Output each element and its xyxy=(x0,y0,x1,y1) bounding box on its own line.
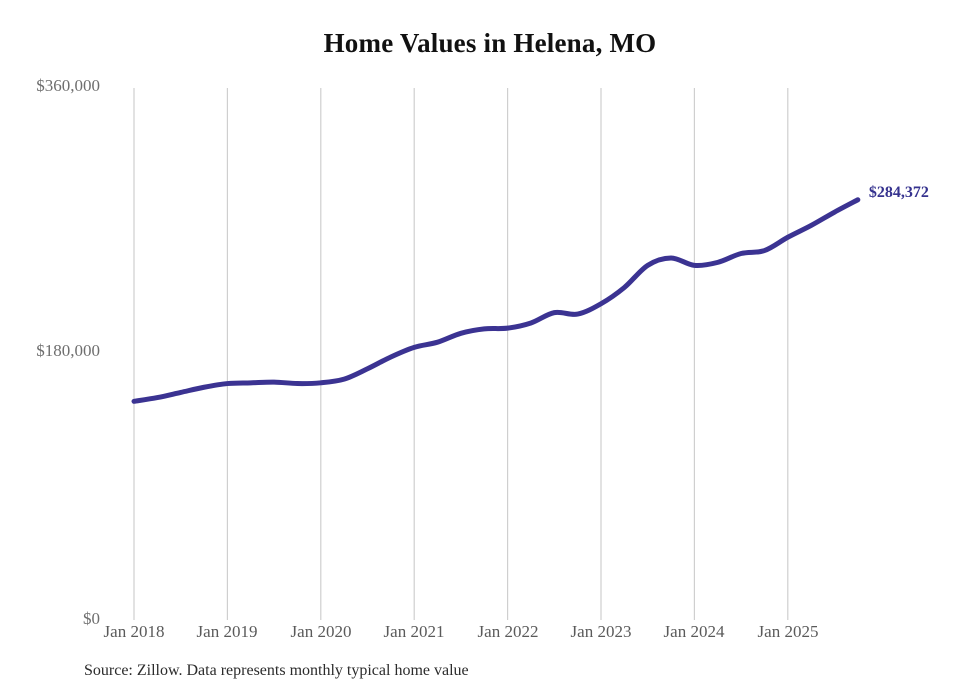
y-axis-tick-0: $0 xyxy=(83,609,100,628)
x-axis-tick-jan-2019: Jan 2019 xyxy=(196,622,258,641)
gridlines xyxy=(133,88,789,620)
chart-title: Home Values in Helena, MO xyxy=(323,28,657,58)
y-axis-tick-180000: $180,000 xyxy=(36,341,100,360)
x-axis-tick-jan-2023: Jan 2023 xyxy=(570,622,632,641)
x-axis-tick-jan-2021: Jan 2021 xyxy=(383,622,445,641)
x-axis-tick-jan-2022: Jan 2022 xyxy=(477,622,539,641)
x-axis-tick-jan-2020: Jan 2020 xyxy=(290,622,352,641)
y-axis-tick-360000: $360,000 xyxy=(36,76,100,95)
series-line-group xyxy=(131,197,861,404)
x-axis-tick-jan-2024: Jan 2024 xyxy=(663,622,725,641)
source-note: Source: Zillow. Data represents monthly … xyxy=(84,662,469,679)
x-axis-tick-jan-2025: Jan 2025 xyxy=(757,622,819,641)
end-value-label: $284,372 xyxy=(868,183,929,201)
series-line-typical-home-value xyxy=(131,197,861,404)
x-axis-tick-jan-2018: Jan 2018 xyxy=(103,622,165,641)
